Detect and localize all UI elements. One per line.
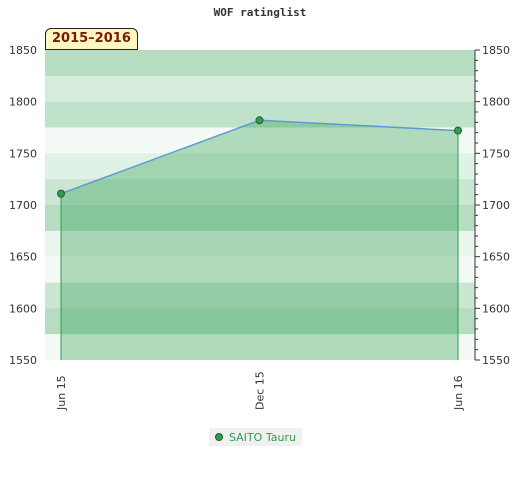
y-tick-label-left: 1600 bbox=[9, 302, 37, 315]
background-band bbox=[45, 334, 475, 360]
y-tick-label-right: 1850 bbox=[482, 44, 510, 57]
y-tick-label-left: 1650 bbox=[9, 251, 37, 264]
y-axis-right: 1550 1600 1650 1700 1750 1800 1850 bbox=[474, 44, 510, 367]
background-band bbox=[45, 230, 475, 257]
x-axis: Jun 15 Dec 15 Jun 16 bbox=[55, 371, 465, 411]
background-bands bbox=[45, 50, 475, 360]
x-tick-label: Jun 16 bbox=[452, 375, 465, 411]
legend-label: SAITO Tauru bbox=[229, 430, 296, 444]
background-band bbox=[45, 153, 475, 180]
y-tick-label-right: 1550 bbox=[482, 354, 510, 367]
rating-points bbox=[57, 116, 462, 198]
y-tick-label-right: 1800 bbox=[482, 96, 510, 109]
data-point bbox=[255, 116, 264, 125]
season-badge: 2015–2016 bbox=[45, 28, 138, 50]
data-point bbox=[57, 189, 65, 198]
background-band bbox=[45, 205, 475, 231]
y-tick-label-left: 1700 bbox=[9, 199, 37, 212]
background-band bbox=[45, 179, 475, 205]
y-tick-label-right: 1750 bbox=[482, 147, 510, 160]
y-tick-label-right: 1600 bbox=[482, 302, 510, 315]
y-tick-label-left: 1550 bbox=[9, 354, 37, 367]
legend-marker-icon bbox=[215, 433, 223, 441]
legend[interactable]: SAITO Tauru bbox=[209, 428, 302, 446]
background-band bbox=[45, 75, 475, 102]
y-tick-label-left: 1800 bbox=[9, 96, 37, 109]
background-band bbox=[45, 127, 475, 154]
area-fill bbox=[61, 120, 458, 361]
x-tick-label: Jun 15 bbox=[55, 375, 68, 411]
y-tick-label-left: 1750 bbox=[9, 147, 37, 160]
data-point bbox=[454, 126, 462, 135]
background-band bbox=[45, 308, 475, 335]
background-band bbox=[45, 256, 475, 283]
y-axis-left: 1550 1600 1650 1700 1750 1800 1850 bbox=[9, 44, 37, 367]
y-tick-label-right: 1650 bbox=[482, 251, 510, 264]
background-band bbox=[45, 50, 475, 76]
y-tick-label-right: 1700 bbox=[482, 199, 510, 212]
x-tick-label: Dec 15 bbox=[254, 371, 267, 410]
background-band bbox=[45, 282, 475, 309]
chart-title: WOF ratinglist bbox=[213, 6, 307, 19]
y-tick-label-left: 1850 bbox=[9, 44, 37, 57]
